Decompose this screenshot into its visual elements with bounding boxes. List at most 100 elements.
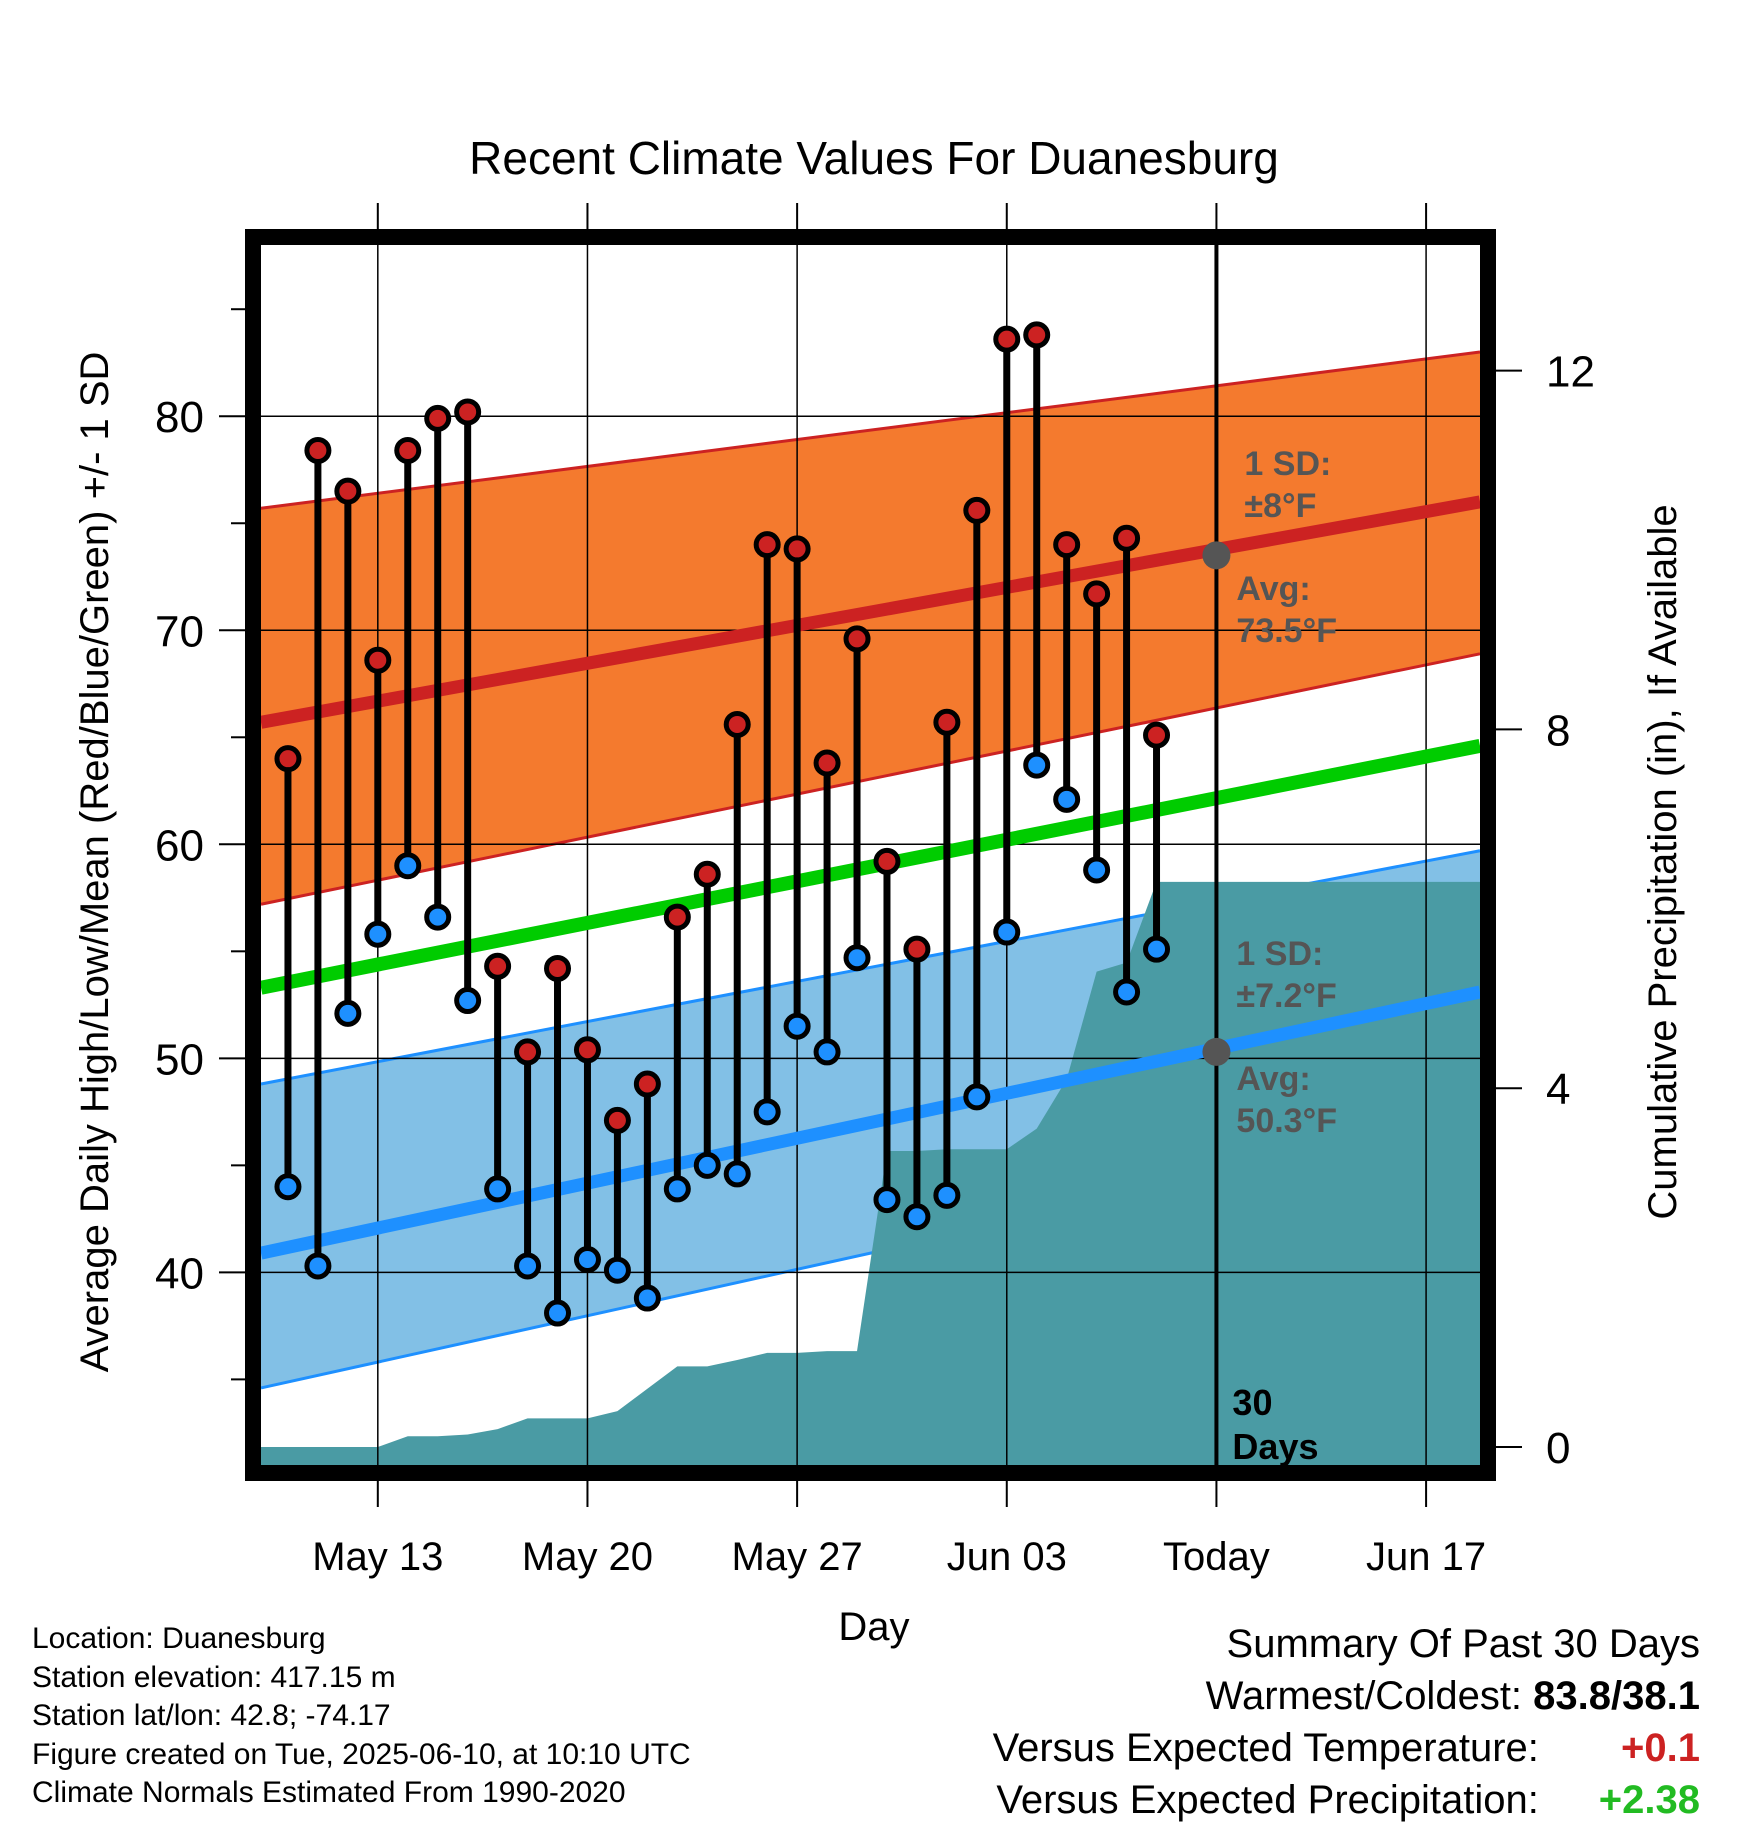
daily-high-point <box>1083 580 1111 608</box>
daily-high-point <box>933 708 961 736</box>
daily-low-point <box>1053 785 1081 813</box>
x-tick-label: May 13 <box>312 1535 443 1579</box>
daily-low-point <box>903 1203 931 1231</box>
days-count-label: 30 <box>1232 1382 1272 1423</box>
daily-low-point <box>544 1299 572 1327</box>
daily-high-point <box>663 903 691 931</box>
daily-high-point <box>843 625 871 653</box>
daily-high-point <box>993 325 1021 353</box>
precip-value: +2.38 <box>1598 1778 1700 1822</box>
low-sd-label: 1 SD: <box>1236 935 1323 973</box>
chart-title: Recent Climate Values For Duanesburg <box>469 132 1279 184</box>
daily-low-point <box>963 1083 991 1111</box>
today-avg-high-marker <box>1202 541 1231 570</box>
daily-high-point <box>1143 721 1171 749</box>
station-info: Location: Duanesburg Station elevation: … <box>32 1620 691 1813</box>
warmest-label: Warmest/Coldest: <box>1205 1674 1523 1718</box>
low-avg-value: 50.3°F <box>1236 1102 1337 1140</box>
summary-temp-row: Versus Expected Temperature: +0.1 <box>993 1722 1700 1774</box>
y2-tick-label: 0 <box>1546 1424 1570 1473</box>
plot-frame <box>245 229 1496 1481</box>
summary-panel: Summary Of Past 30 Days Warmest/Coldest:… <box>993 1618 1700 1826</box>
y-axis-label-left: Average Daily High/Low/Mean (Red/Blue/Gr… <box>73 352 117 1373</box>
x-axis-label: Day <box>838 1605 909 1649</box>
y-tick-label: 70 <box>155 607 204 656</box>
low-sd-value: ±7.2°F <box>1236 977 1336 1015</box>
daily-high-point <box>364 646 392 674</box>
daily-high-point <box>394 436 422 464</box>
daily-high-point <box>573 1036 601 1064</box>
precipitation-area <box>261 881 1480 1465</box>
daily-high-point <box>454 398 482 426</box>
daily-low-point <box>603 1256 631 1284</box>
daily-low-point <box>1083 856 1111 884</box>
y-tick-label: 50 <box>155 1035 204 1084</box>
daily-low-point <box>933 1181 961 1209</box>
daily-high-point <box>903 935 931 963</box>
daily-low-point <box>1023 751 1051 779</box>
location-text: Location: Duanesburg <box>32 1622 326 1655</box>
daily-low-point <box>723 1160 751 1188</box>
daily-high-point <box>723 710 751 738</box>
daily-high-point <box>424 404 452 432</box>
daily-low-point <box>394 852 422 880</box>
daily-high-point <box>544 954 572 982</box>
daily-high-point <box>484 952 512 980</box>
y-tick-label: 80 <box>155 393 204 442</box>
x-tick-label: Jun 17 <box>1366 1535 1486 1579</box>
daily-low-point <box>753 1098 781 1126</box>
daily-high-point <box>873 847 901 875</box>
daily-low-point <box>633 1284 661 1312</box>
y-axis-label-right: Cumulative Precipitation (in), If Availa… <box>1641 504 1685 1219</box>
daily-low-point <box>693 1151 721 1179</box>
high-avg-value: 73.5°F <box>1236 612 1337 650</box>
low-avg-label: Avg: <box>1236 1060 1310 1098</box>
daily-high-point <box>274 745 302 773</box>
latlon-text: Station lat/lon: 42.8; -74.17 <box>32 1699 391 1732</box>
daily-high-point <box>963 496 991 524</box>
high-sd-band <box>261 352 1480 905</box>
y2-tick-label: 12 <box>1546 348 1595 397</box>
days-word-label: Days <box>1232 1426 1318 1467</box>
daily-low-point <box>304 1252 332 1280</box>
x-tick-label: May 20 <box>522 1535 653 1579</box>
daily-low-point <box>663 1175 691 1203</box>
summary-warmest-row: Warmest/Coldest: 83.8/38.1 <box>993 1670 1700 1722</box>
y2-tick-label: 8 <box>1546 706 1570 755</box>
daily-high-point <box>1113 524 1141 552</box>
daily-high-point <box>813 749 841 777</box>
x-tick-label: Today <box>1163 1535 1270 1579</box>
high-avg-label: Avg: <box>1236 570 1310 608</box>
y-tick-label: 40 <box>155 1249 204 1298</box>
high-sd-label: 1 SD: <box>1244 445 1331 483</box>
daily-high-point <box>334 477 362 505</box>
daily-low-point <box>873 1186 901 1214</box>
daily-high-point <box>304 436 332 464</box>
summary-title: Summary Of Past 30 Days <box>1226 1622 1700 1666</box>
daily-high-point <box>603 1106 631 1134</box>
daily-low-point <box>514 1252 542 1280</box>
created-text: Figure created on Tue, 2025-06-10, at 10… <box>32 1737 691 1771</box>
x-tick-label: Jun 03 <box>947 1535 1067 1579</box>
temp-value: +0.1 <box>1621 1726 1700 1770</box>
x-tick-label: May 27 <box>732 1535 863 1579</box>
daily-low-point <box>843 944 871 972</box>
daily-high-point <box>514 1038 542 1066</box>
daily-low-point <box>364 920 392 948</box>
daily-high-point <box>1023 321 1051 349</box>
daily-low-point <box>1113 978 1141 1006</box>
daily-low-point <box>813 1038 841 1066</box>
daily-high-point <box>753 531 781 559</box>
today-avg-low-marker <box>1202 1037 1231 1066</box>
daily-low-point <box>424 903 452 931</box>
precip-label: Versus Expected Precipitation: <box>996 1778 1539 1822</box>
daily-low-point <box>274 1173 302 1201</box>
y2-tick-label: 4 <box>1546 1065 1570 1114</box>
high-sd-value: ±8°F <box>1244 487 1316 525</box>
plot-area: 1 SD: ±8°F Avg: 73.5°F 1 SD: ±7.2°F Avg: 50.3°F… <box>155 203 1595 1579</box>
avg-low-line <box>259 985 1482 1260</box>
temp-label: Versus Expected Temperature: <box>992 1726 1539 1770</box>
daily-high-point <box>693 860 721 888</box>
daily-low-point <box>484 1175 512 1203</box>
